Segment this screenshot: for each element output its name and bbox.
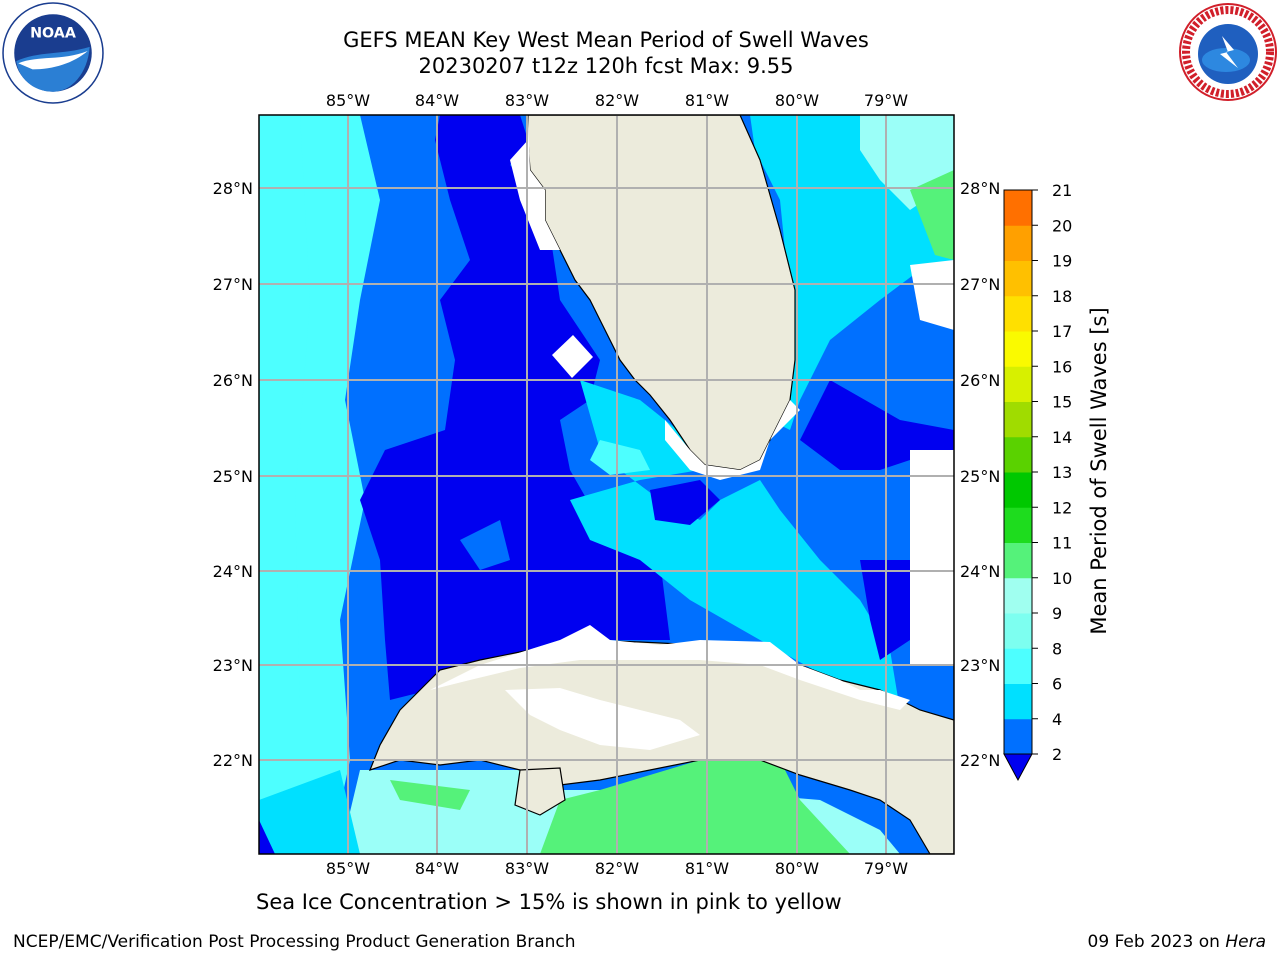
lon-label-top: 79°W [864,91,908,110]
cuba-north-white [430,625,910,710]
footer-date: 09 Feb 2023 on Hera [1088,932,1266,952]
colorbar: 2 4 6 8 9 10 11 12 13 14 15 16 17 18 19 20 21 [1003,181,1072,782]
colorbar-tick-label: 4 [1052,710,1062,729]
footer-machine: Hera [1225,932,1266,952]
lat-label-right: 23°N [960,656,1000,675]
lat-label-right: 28°N [960,179,1000,198]
colorbar-tick-label: 10 [1052,569,1072,588]
colorbar-tick-label: 15 [1052,393,1072,412]
graticule [259,115,954,854]
colorbar-tick-label: 14 [1052,428,1072,447]
colorbar-segment [1004,295,1032,332]
lat-label-right: 22°N [960,751,1000,770]
lon-label-bottom: 79°W [864,859,908,878]
colorbar-segment [1004,225,1032,261]
colorbar-tick-label: 8 [1052,639,1062,658]
cuba-white-shelf [505,688,700,750]
ocean-south-green-west [390,780,470,810]
ocean-cyan-spots [259,115,310,760]
florida-tip-white [665,400,800,480]
footer-date-text: 09 Feb 2023 on [1087,932,1226,952]
lon-label-top: 82°W [595,91,639,110]
colorbar-tick-label: 16 [1052,357,1072,376]
colorbar-segment [1004,507,1032,543]
colorbar-segment [1004,260,1032,297]
colorbar-segment [1004,401,1032,438]
colorbar-tick-label: 19 [1052,252,1072,271]
lon-label-bottom: 80°W [775,859,819,878]
lon-labels-bottom: 85°W 84°W 83°W 82°W 81°W 80°W 79°W [326,859,908,878]
florida-white-margin [510,115,560,250]
lat-label-left: 22°N [213,751,253,770]
bahamas-white [910,450,954,665]
colorbar-segment [1004,472,1032,508]
colorbar-tick-label: 9 [1052,604,1062,623]
lat-label-left: 26°N [213,371,253,390]
colorbar-tick-label: 12 [1052,498,1072,517]
colorbar-tick-label: 13 [1052,463,1072,482]
svg-text:NOAA: NOAA [30,26,76,42]
lat-label-right: 25°N [960,467,1000,486]
colorbar-segment [1004,613,1032,649]
colorbar-tick-label: 20 [1052,216,1072,235]
lat-labels-right: 28°N 27°N 26°N 25°N 24°N 23°N 22°N [960,179,1000,770]
ocean-south-deep-blue [259,820,275,854]
lon-label-top: 80°W [775,91,819,110]
lat-label-right: 26°N [960,371,1000,390]
lat-label-left: 24°N [213,562,253,581]
lon-label-top: 85°W [326,91,370,110]
lat-labels-left: 28°N 27°N 26°N 25°N 24°N 23°N 22°N [213,179,253,770]
map-subtitle: 20230207 t12z 120h fcst Max: 9.55 [418,54,794,78]
lon-label-bottom: 82°W [595,859,639,878]
sea-ice-note: Sea Ice Concentration > 15% is shown in … [256,890,842,914]
lat-label-left: 23°N [213,656,253,675]
lat-label-left: 25°N [213,467,253,486]
colorbar-segment [1004,331,1032,367]
lat-label-left: 28°N [213,179,253,198]
lon-label-bottom: 85°W [326,859,370,878]
colorbar-segment [1004,436,1032,473]
map-frame [258,114,955,855]
ocean-blue-patch [460,520,510,570]
colorbar-tick-label: 21 [1052,181,1072,200]
island-white-patch [552,335,593,378]
lat-label-left: 27°N [213,275,253,294]
map-title: GEFS MEAN Key West Mean Period of Swell … [343,28,869,52]
colorbar-extend [1003,753,1033,782]
lon-label-bottom: 81°W [685,859,729,878]
colorbar-segment [1004,718,1032,755]
colorbar-tick-label: 17 [1052,322,1072,341]
lon-label-top: 84°W [415,91,459,110]
colorbar-segment [1004,577,1032,614]
bahamas-north-white [910,260,954,330]
nws-logo [1179,3,1277,101]
noaa-logo: NOAA [2,2,104,104]
colorbar-segment [1004,542,1032,579]
lon-label-top: 81°W [685,91,729,110]
ocean-south-cyan [259,770,360,854]
colorbar-tick-label: 11 [1052,534,1072,553]
lon-label-bottom: 83°W [505,859,549,878]
ocean-east-deep-blue [800,380,954,470]
lon-labels-top: 85°W 84°W 83°W 82°W 81°W 80°W 79°W [326,91,908,110]
ocean-east-green [910,170,954,260]
colorbar-tick-label: 6 [1052,675,1062,694]
colorbar-segment [1004,366,1032,402]
lon-label-bottom: 84°W [415,859,459,878]
lat-label-right: 24°N [960,562,1000,581]
colorbar-tick-label: 2 [1052,745,1062,764]
colorbar-segment [1004,648,1032,684]
colorbar-tick-label: 18 [1052,287,1072,306]
colorbar-segment [1004,683,1032,720]
lat-label-right: 27°N [960,275,1000,294]
map-field [259,115,954,854]
ocean-light-cyan-straits [590,440,650,475]
ocean-keys-deep-blue [650,480,720,525]
footer-credit: NCEP/EMC/Verification Post Processing Pr… [13,932,576,952]
colorbar-label: Mean Period of Swell Waves [s] [1087,307,1111,634]
ocean-cyan-straits [570,380,900,710]
lon-label-top: 83°W [505,91,549,110]
colorbar-segment [1004,190,1032,226]
